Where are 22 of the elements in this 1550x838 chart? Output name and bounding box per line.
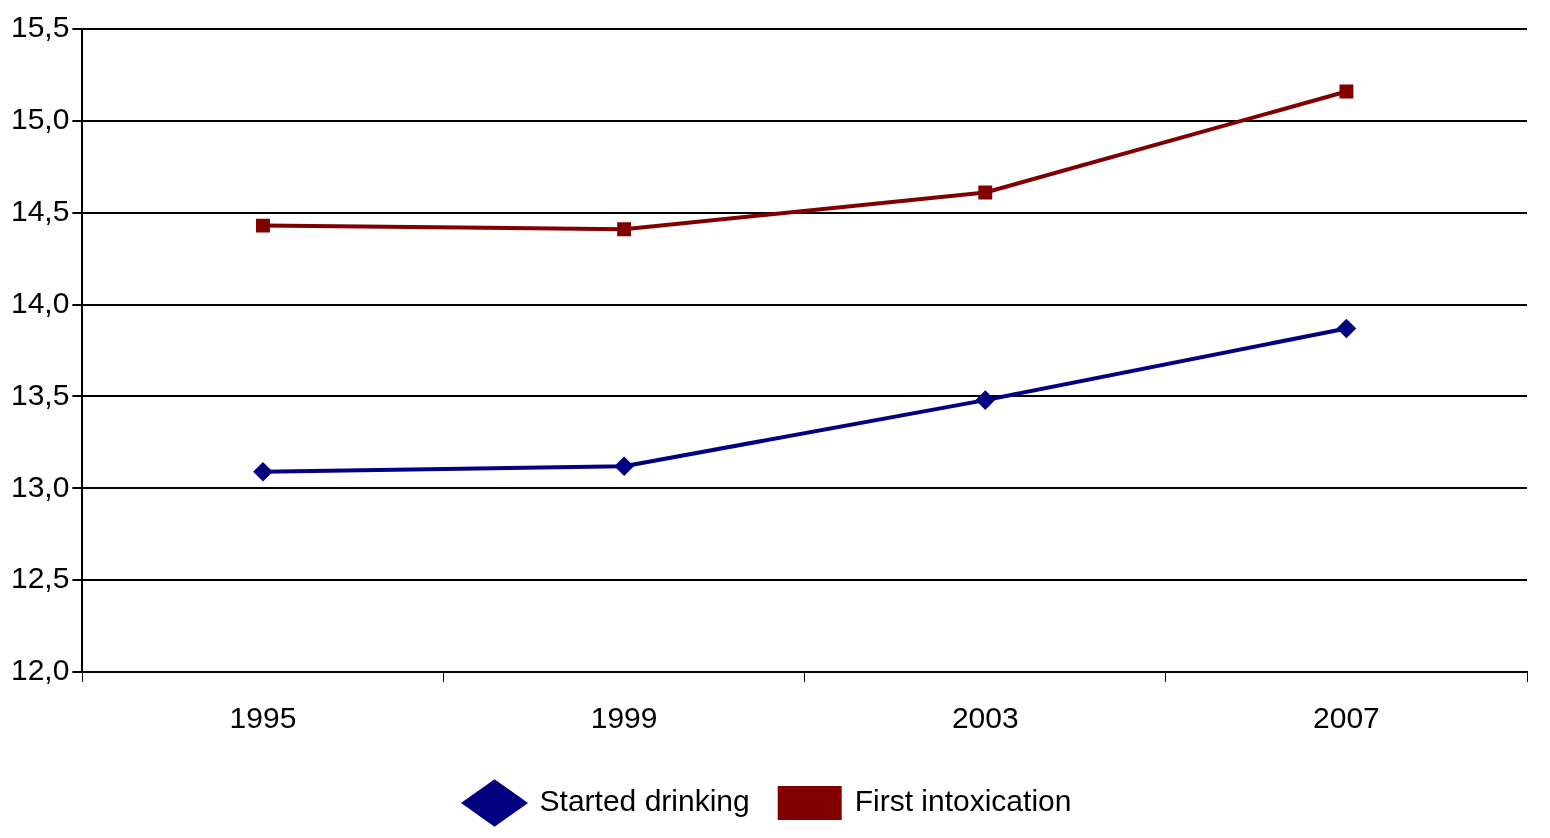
x-tick-label: 1999 [590, 701, 658, 735]
point [1339, 84, 1354, 99]
x-tick-label: 2007 [1313, 701, 1380, 735]
point [615, 457, 634, 476]
y-tick-label: 14,5 [11, 193, 70, 227]
y-tick-label: 12,0 [11, 653, 70, 687]
point [978, 185, 993, 200]
y-tick-label: 12,5 [11, 561, 70, 595]
x-tick-label: 2003 [951, 701, 1019, 735]
y-tick-label: 15,5 [11, 10, 70, 44]
point [617, 222, 632, 237]
y-tick-label: 13,5 [11, 377, 70, 411]
point [976, 391, 995, 410]
y-tick-label: 14,0 [11, 285, 70, 319]
y-tick-label: 15,0 [11, 102, 70, 136]
x-tick-label: 1995 [229, 701, 297, 735]
y-tick-label: 13,0 [11, 469, 70, 503]
point [256, 218, 270, 233]
point [253, 462, 272, 481]
legend-label: First intoxication [854, 784, 1072, 818]
point [1337, 319, 1356, 338]
legend-label: Started drinking [539, 784, 750, 818]
